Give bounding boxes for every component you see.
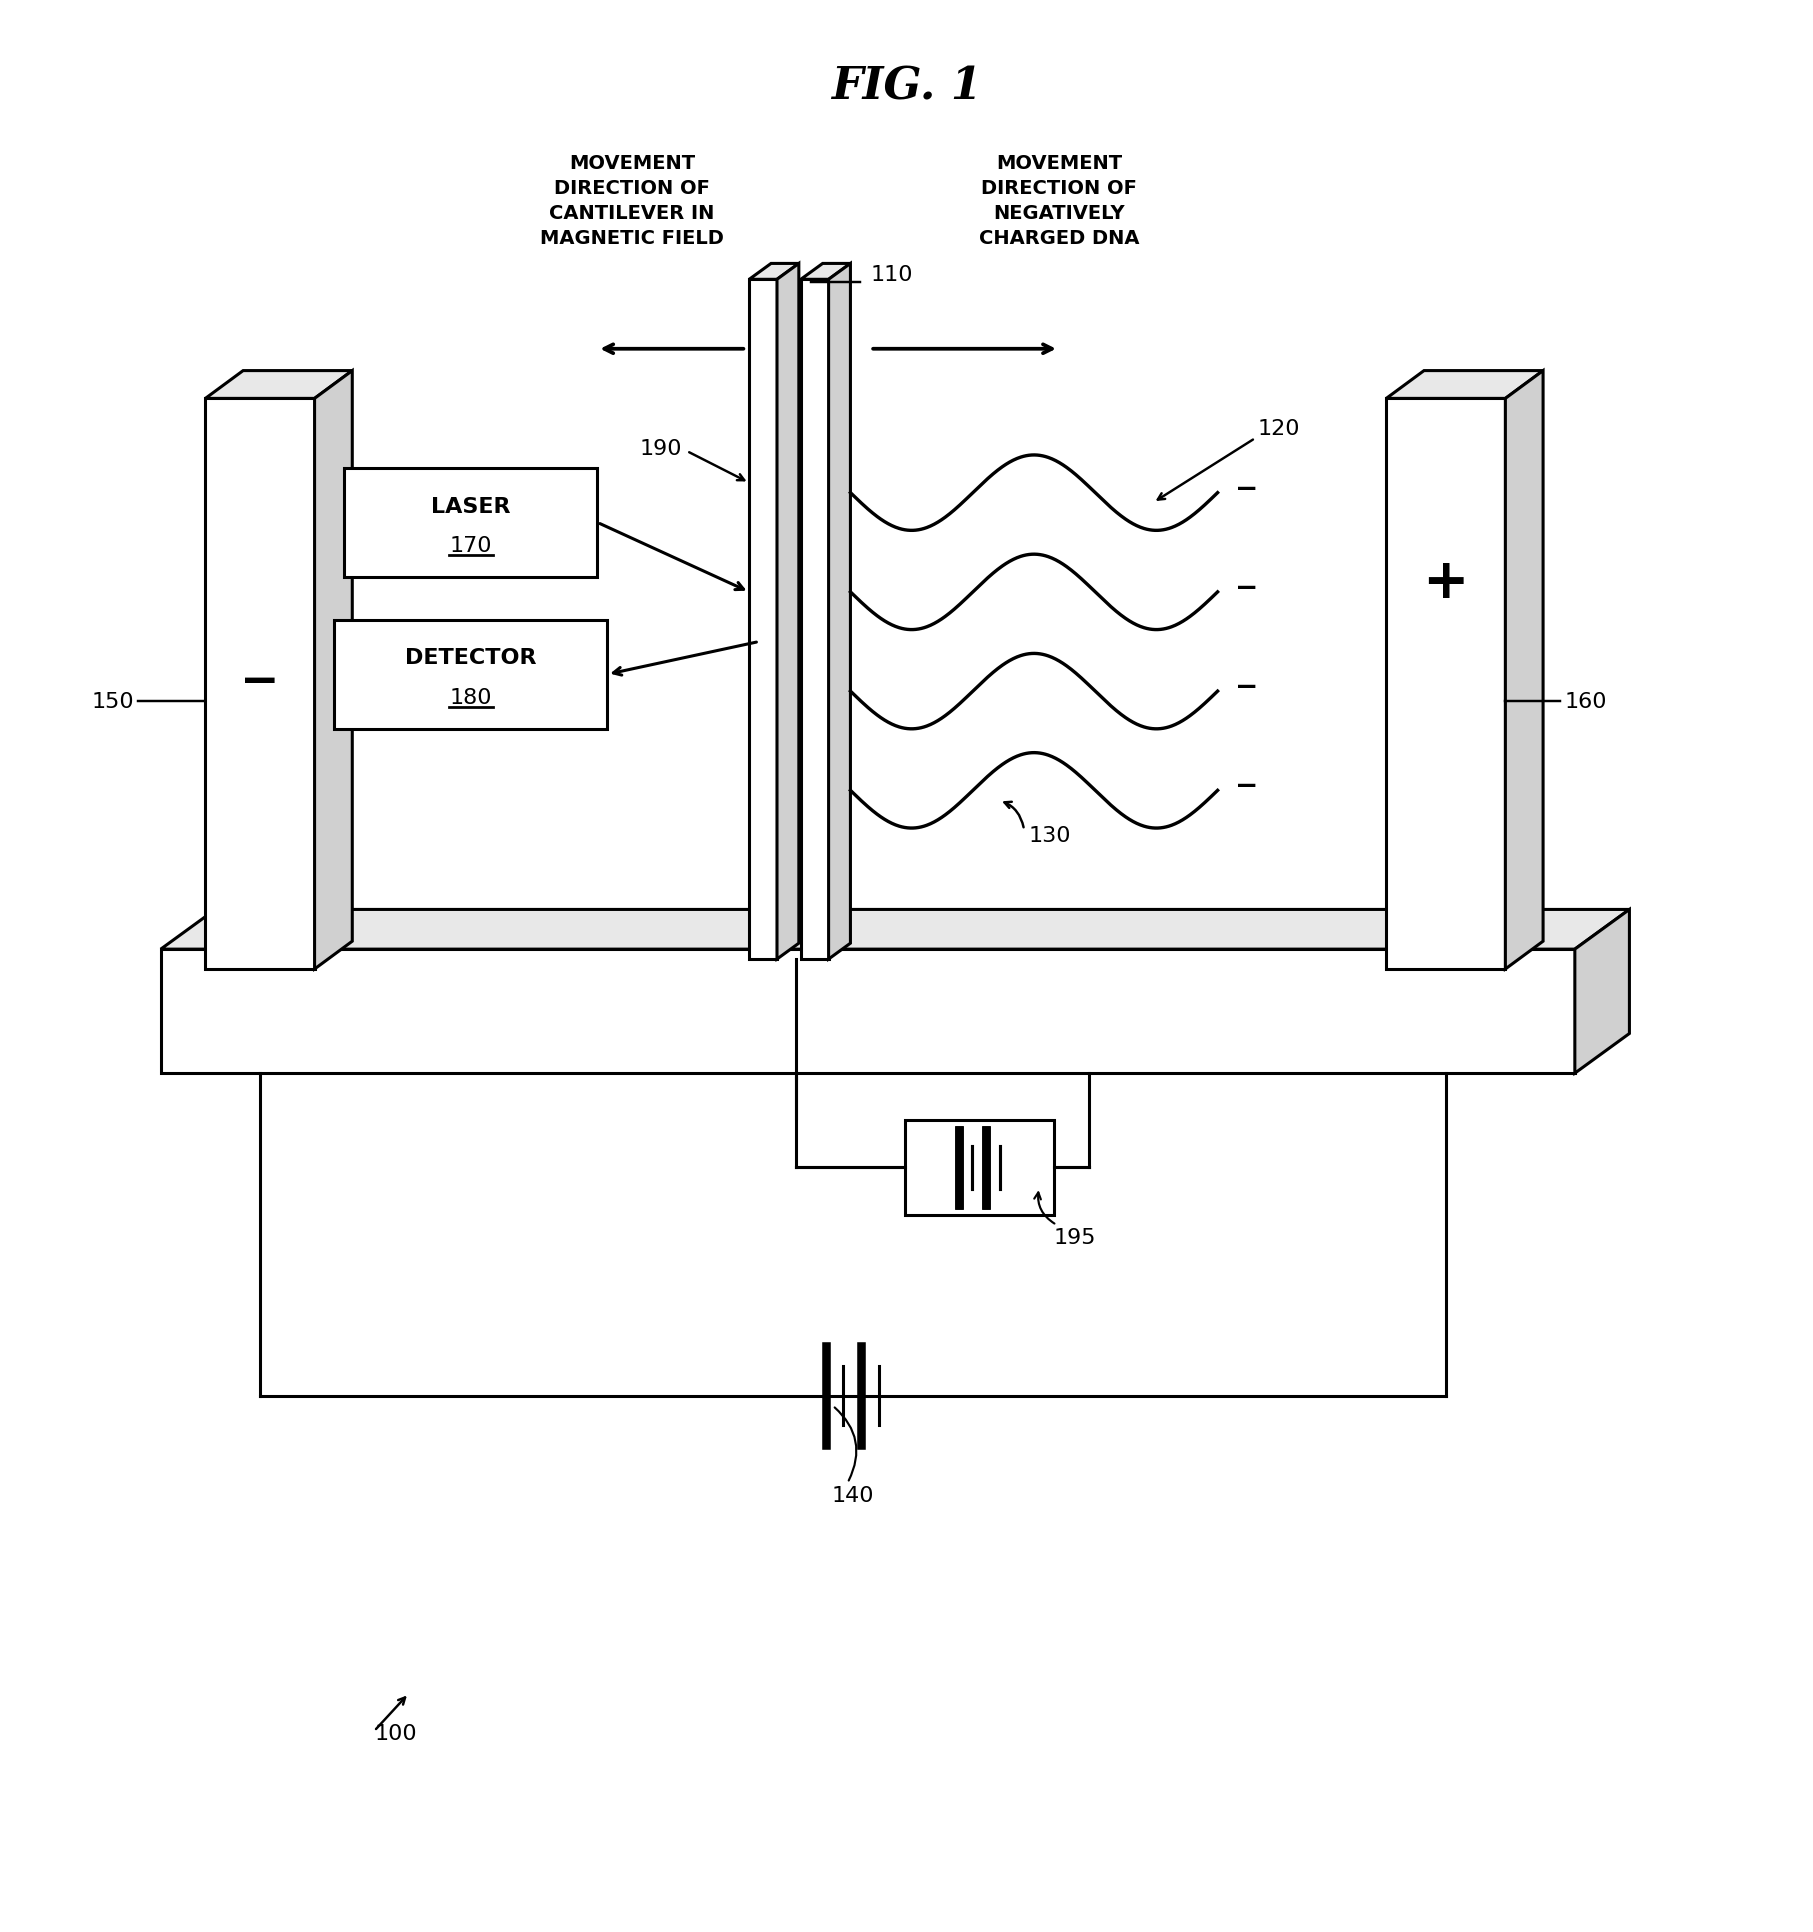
Text: MOVEMENT
DIRECTION OF
CANTILEVER IN
MAGNETIC FIELD: MOVEMENT DIRECTION OF CANTILEVER IN MAGN… xyxy=(540,155,723,247)
Polygon shape xyxy=(749,280,778,960)
Polygon shape xyxy=(1387,371,1543,400)
Polygon shape xyxy=(801,265,850,280)
Text: 160: 160 xyxy=(1565,692,1608,711)
Polygon shape xyxy=(749,265,800,280)
Text: −: − xyxy=(239,659,279,705)
Text: −: − xyxy=(1235,773,1258,800)
Text: FIG. 1: FIG. 1 xyxy=(830,66,981,108)
Polygon shape xyxy=(205,400,315,970)
Polygon shape xyxy=(205,371,352,400)
Polygon shape xyxy=(829,265,850,960)
Text: 110: 110 xyxy=(870,265,912,286)
Polygon shape xyxy=(778,265,800,960)
Bar xyxy=(334,620,607,730)
Text: LASER: LASER xyxy=(431,497,511,516)
Polygon shape xyxy=(161,951,1575,1074)
Text: 195: 195 xyxy=(1053,1227,1097,1248)
Polygon shape xyxy=(1505,371,1543,970)
Text: 140: 140 xyxy=(830,1486,874,1505)
Polygon shape xyxy=(801,280,829,960)
Text: 120: 120 xyxy=(1256,419,1300,439)
Bar xyxy=(344,469,598,578)
Text: 190: 190 xyxy=(640,439,682,458)
Bar xyxy=(905,1121,1053,1215)
Polygon shape xyxy=(161,910,1630,951)
Text: 170: 170 xyxy=(450,535,491,556)
Text: −: − xyxy=(1235,574,1258,601)
Text: 130: 130 xyxy=(1030,825,1071,846)
Text: −: − xyxy=(1235,475,1258,502)
Text: DETECTOR: DETECTOR xyxy=(404,647,537,668)
Text: 180: 180 xyxy=(450,688,491,707)
Text: MOVEMENT
DIRECTION OF
NEGATIVELY
CHARGED DNA: MOVEMENT DIRECTION OF NEGATIVELY CHARGED… xyxy=(979,155,1139,247)
Polygon shape xyxy=(1387,400,1505,970)
Text: 100: 100 xyxy=(373,1723,417,1743)
Text: −: − xyxy=(1235,672,1258,701)
Text: +: + xyxy=(1423,556,1469,611)
Polygon shape xyxy=(315,371,352,970)
Polygon shape xyxy=(1575,910,1630,1074)
Text: 150: 150 xyxy=(91,692,134,711)
